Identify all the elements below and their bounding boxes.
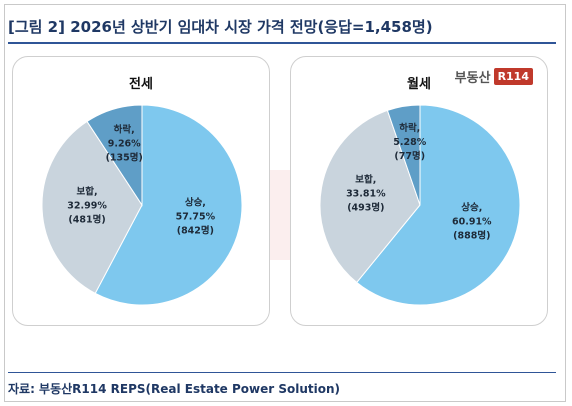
slice-label-fall-pct: 5.28% (393, 137, 426, 148)
pie-slice-hold (319, 109, 421, 284)
slice-label-rise-count: (842명) (177, 224, 214, 236)
slice-label-hold-name: 보합, (77, 186, 98, 198)
panel-wolse: 월세 부동산 R114 상승, 60.91% (888명) 보합, 33.81% (493… (290, 56, 548, 326)
slice-label-fall-count: (77명) (394, 150, 425, 162)
slice-label-fall-name: 하락, (399, 122, 420, 134)
pie-title-jeonse: 전세 (129, 77, 153, 92)
slice-label-rise-name: 상승, (461, 201, 482, 213)
pie-slice-rise (355, 104, 521, 306)
pie-title-wolse: 월세 (407, 77, 431, 92)
figure-title: [그림 2] 2026년 상반기 임대차 시장 가격 전망(응답=1,458명) (8, 18, 433, 36)
pie-slice-fall (86, 104, 143, 207)
source-note: 자료: 부동산R114 REPS(Real Estate Power Solut… (8, 382, 341, 396)
slice-label-rise-count: (888명) (453, 229, 490, 241)
slice-label-hold-pct: 33.81% (346, 188, 386, 199)
slice-label-rise-name: 상승, (185, 196, 206, 208)
panel-jeonse: 전세 상승, 57.75% (842명) 보합, 32.99% (481명) 하락, 9.26… (12, 56, 270, 326)
slice-label-rise-pct: 60.91% (452, 216, 492, 227)
slice-label-hold-count: (481명) (68, 214, 105, 226)
logo-text: 부동산 (454, 71, 491, 86)
pie-chart-wolse: 상승, 60.91% (888명) 보합, 33.81% (493명) 하락, 5.28% (7… (319, 104, 521, 306)
slice-label-fall-name: 하락, (114, 124, 135, 136)
pie-slice-hold (41, 120, 143, 295)
slice-label-fall-pct: 9.26% (108, 139, 141, 150)
pie-slice-rise (94, 104, 243, 306)
source-rule (8, 372, 556, 373)
slice-label-hold-name: 보합, (355, 173, 376, 185)
slice-label-fall-count: (135명) (106, 152, 143, 164)
slice-label-rise-pct: 57.75% (176, 211, 216, 222)
title-rule (8, 42, 556, 44)
pie-slice-fall (386, 104, 421, 206)
slice-label-hold-count: (493명) (347, 201, 384, 213)
r114-logo: 부동산 R114 (455, 67, 533, 86)
logo-box: R114 (493, 68, 533, 85)
slice-label-hold-pct: 32.99% (67, 201, 107, 212)
pie-chart-jeonse: 상승, 57.75% (842명) 보합, 32.99% (481명) 하락, 9.26% (1… (41, 104, 243, 306)
